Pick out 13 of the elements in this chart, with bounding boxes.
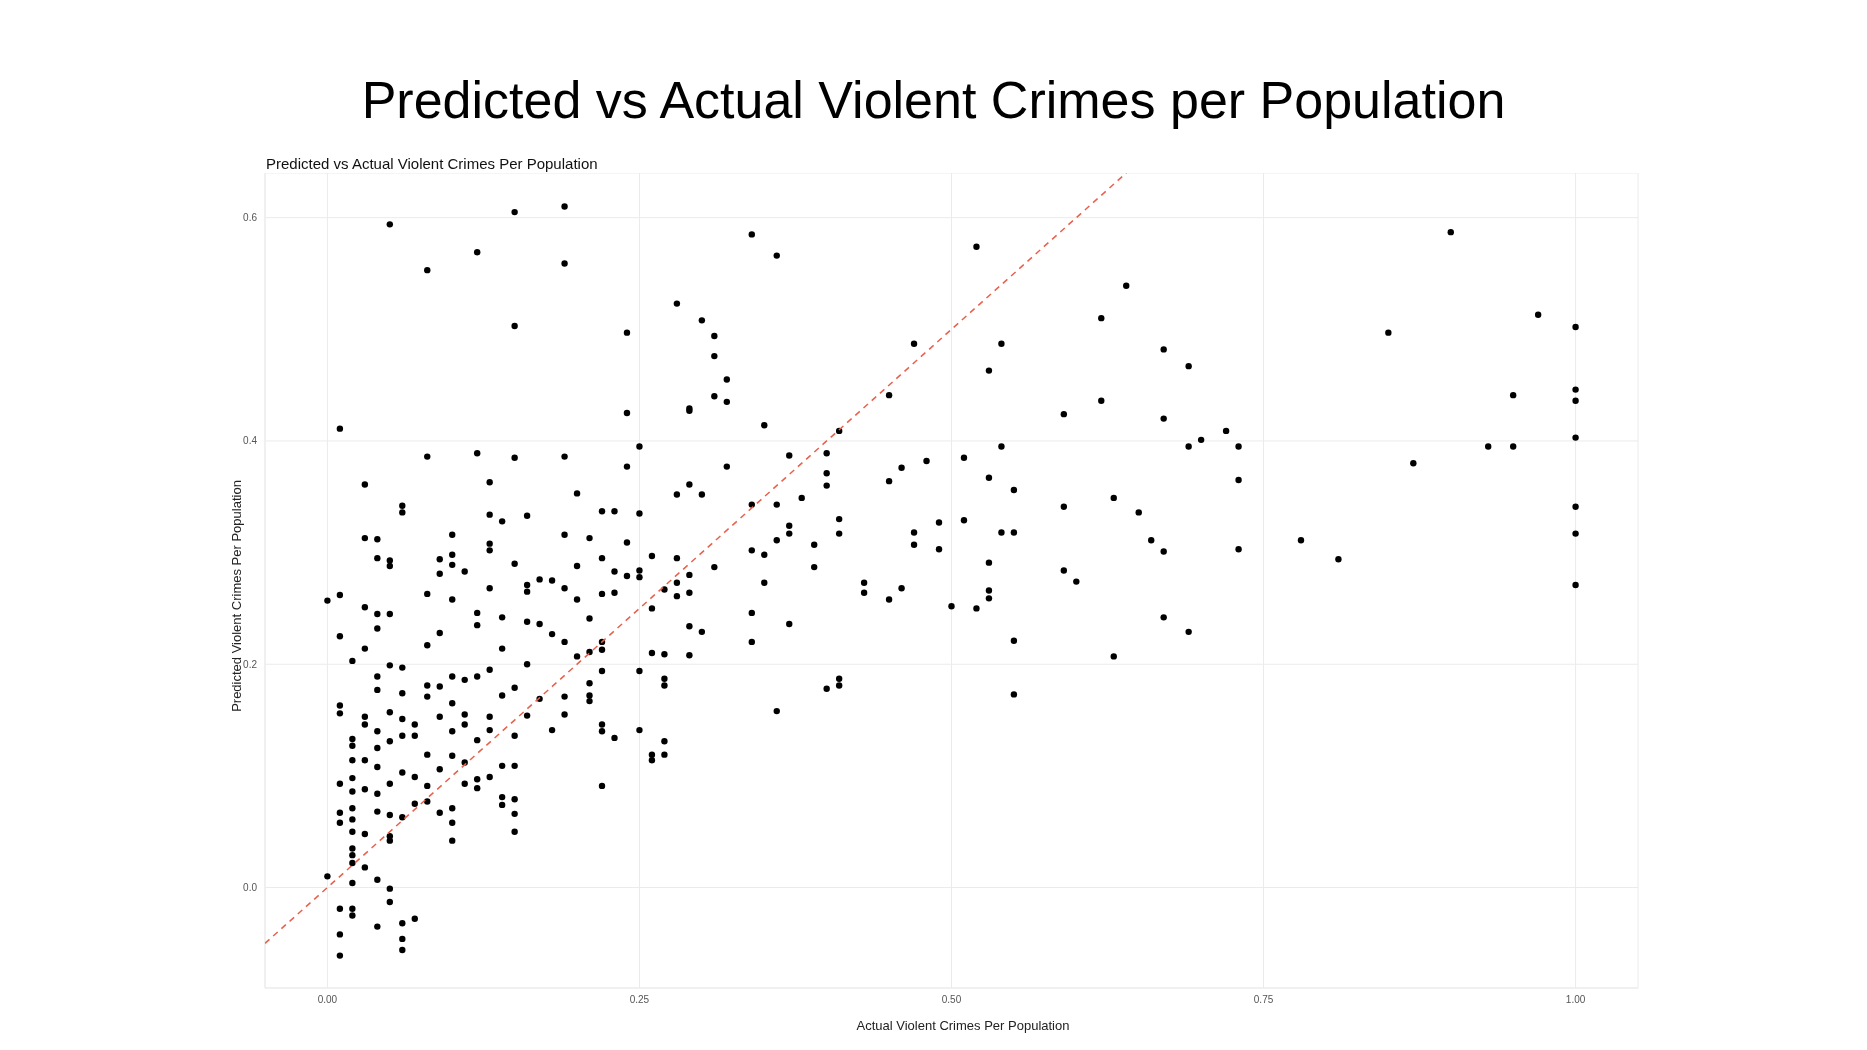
y-axis-title: Predicted Violent Crimes Per Population <box>228 480 244 712</box>
chart-subtitle: Predicted vs Actual Violent Crimes Per Population <box>266 155 598 172</box>
chart-title: Predicted vs Actual Violent Crimes per Population <box>360 70 1507 130</box>
y-tick-label: 0.6 <box>243 212 258 224</box>
x-tick-label: 0.00 <box>317 994 338 1006</box>
y-tick-label: 0.0 <box>243 882 258 894</box>
x-tick-label: 1.00 <box>1565 994 1586 1006</box>
y-tick-label: 0.4 <box>243 435 258 447</box>
x-tick-label: 0.75 <box>1253 994 1274 1006</box>
y-tick-label: 0.2 <box>243 658 258 670</box>
x-tick-label: 0.50 <box>941 994 962 1006</box>
x-tick-label: 0.25 <box>629 994 650 1006</box>
x-axis-title: Actual Violent Crimes Per Population <box>855 1018 1071 1033</box>
